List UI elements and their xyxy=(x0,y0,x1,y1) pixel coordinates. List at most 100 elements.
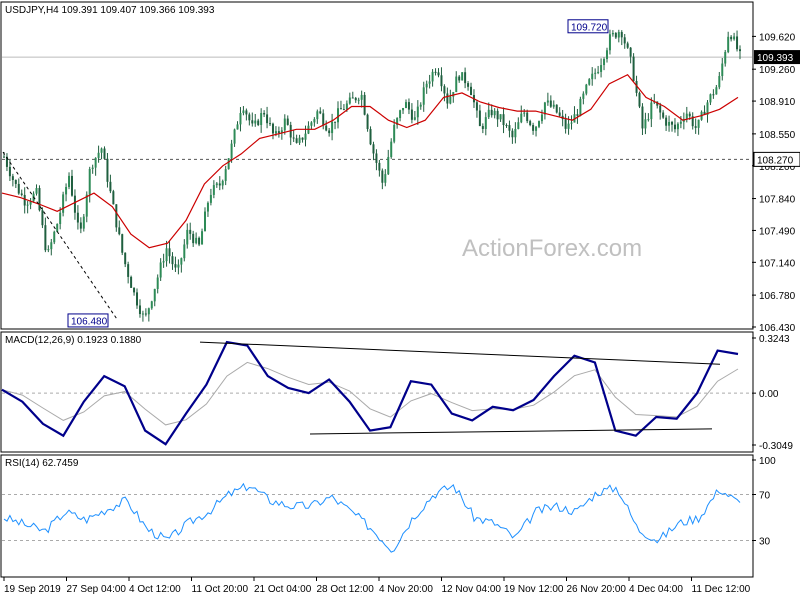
candle-body xyxy=(292,137,295,139)
candle-body xyxy=(446,93,449,104)
price-axis-label: 109.260 xyxy=(759,65,796,76)
candle-body xyxy=(523,112,526,114)
candle-body xyxy=(313,119,316,123)
rsi-panel-frame xyxy=(0,454,754,578)
candle-body xyxy=(159,262,162,278)
candle-body xyxy=(209,194,212,203)
candle-body xyxy=(416,106,419,118)
candle-body xyxy=(339,108,342,110)
candle-body xyxy=(103,148,106,159)
candle-body xyxy=(189,229,192,234)
current-price-tag: 109.393 xyxy=(757,53,794,64)
candle-body xyxy=(422,87,425,105)
x-axis-label: 19 Nov 12:00 xyxy=(504,584,564,595)
candle-body xyxy=(715,87,718,95)
macd-lines xyxy=(1,340,752,446)
candle-body xyxy=(603,59,606,66)
candle-body xyxy=(611,32,614,35)
candle-body xyxy=(638,92,641,107)
candle-body xyxy=(239,113,242,125)
candle-body xyxy=(440,75,443,87)
candle-body xyxy=(511,130,514,138)
candle-body xyxy=(180,258,183,265)
candle-body xyxy=(381,170,384,183)
candle-body xyxy=(5,156,8,167)
macd-axis-label: 0.3243 xyxy=(759,334,790,345)
candle-body xyxy=(177,264,180,268)
candle-body xyxy=(221,180,224,186)
candle-body xyxy=(540,114,543,122)
candle-body xyxy=(236,124,239,130)
candle-body xyxy=(56,224,59,232)
candle-body xyxy=(118,227,121,235)
candle-body xyxy=(3,156,5,158)
rsi-line-group xyxy=(2,482,752,553)
candle-body xyxy=(183,244,186,259)
price-panel-title: USDJPY,H4 109.391 109.407 109.366 109.39… xyxy=(5,5,215,16)
candle-body xyxy=(600,65,603,72)
candle-body xyxy=(555,104,558,113)
candle-body xyxy=(694,126,697,128)
candle-body xyxy=(360,94,363,100)
candle-body xyxy=(493,110,496,116)
price-axis-label: 108.550 xyxy=(759,130,796,141)
candle-body xyxy=(144,313,147,315)
candle-body xyxy=(629,47,632,57)
candle-body xyxy=(342,109,345,111)
candle-body xyxy=(564,119,567,129)
current-price-tag-box xyxy=(754,50,800,65)
candle-body xyxy=(620,32,623,38)
candle-body xyxy=(263,113,266,115)
candle-body xyxy=(390,141,393,157)
candle-body xyxy=(387,156,390,175)
candle-body xyxy=(467,83,470,87)
candle-body xyxy=(269,123,272,125)
candle-body xyxy=(245,110,248,115)
candle-body xyxy=(475,102,478,111)
candle-body xyxy=(532,125,535,131)
candle-body xyxy=(8,166,11,177)
candle-body xyxy=(626,43,629,48)
price-axis-label: 106.430 xyxy=(759,323,796,334)
candle-body xyxy=(526,112,529,122)
candle-body xyxy=(736,36,739,50)
candle-body xyxy=(218,183,221,186)
candle-body xyxy=(277,131,280,133)
candle-body xyxy=(650,102,653,120)
candle-body xyxy=(319,111,322,114)
candle-body xyxy=(254,120,257,124)
candle-body xyxy=(85,194,88,217)
x-axis-label: 26 Nov 20:00 xyxy=(567,584,627,595)
candle-body xyxy=(718,76,721,88)
candle-body xyxy=(434,71,437,73)
candle-body xyxy=(130,276,133,288)
candle-body xyxy=(399,110,402,119)
candle-body xyxy=(543,102,546,115)
candle-body xyxy=(337,108,340,123)
candle-body xyxy=(558,112,561,116)
candle-body xyxy=(632,56,635,82)
candle-body xyxy=(413,117,416,120)
candle-body xyxy=(68,175,71,187)
candle-body xyxy=(171,256,174,265)
candle-body xyxy=(345,103,348,110)
candle-body xyxy=(266,114,269,124)
candle-body xyxy=(29,201,32,205)
candle-body xyxy=(437,72,440,76)
candle-body xyxy=(644,119,647,129)
candle-body xyxy=(233,129,236,144)
candle-body xyxy=(212,185,215,195)
candle-body xyxy=(121,234,124,253)
candle-body xyxy=(331,121,334,134)
price-axis-label: 106.780 xyxy=(759,291,796,302)
candle-body xyxy=(203,211,206,232)
candle-body xyxy=(310,122,313,126)
candle-body xyxy=(549,100,552,107)
x-axis-label: 12 Nov 04:00 xyxy=(442,584,502,595)
watermark: ActionForex.com xyxy=(462,235,642,262)
candle-body xyxy=(478,110,481,127)
rsi-axis-label: 70 xyxy=(759,491,771,502)
candle-body xyxy=(458,76,461,81)
price-y-axis: 109.620 109.260 108.910 108.550 108.200 107.8… xyxy=(752,32,796,334)
